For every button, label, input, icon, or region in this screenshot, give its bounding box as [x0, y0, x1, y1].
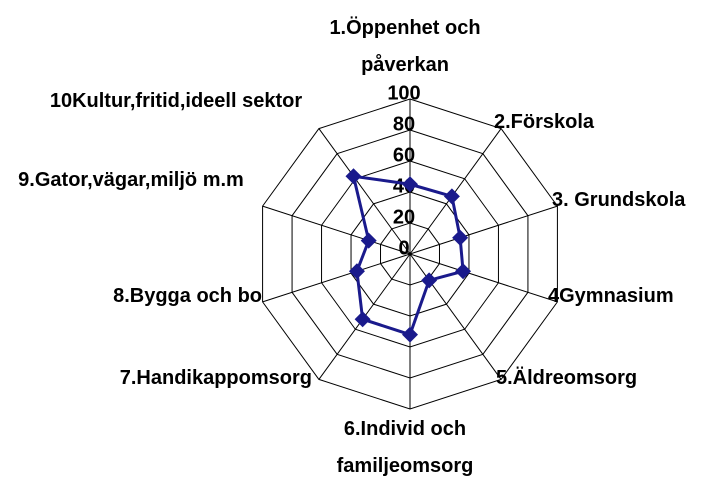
- marker: [360, 232, 377, 249]
- category-label: 10Kultur,fritid,ideell sektor: [49, 90, 303, 112]
- r-tick-label: 100: [387, 82, 420, 104]
- marker: [402, 326, 418, 343]
- spoke: [262, 253, 411, 303]
- category-label: 2.Förskola: [494, 111, 595, 133]
- r-tick-label: 80: [393, 113, 415, 135]
- marker: [402, 176, 418, 193]
- spoke: [409, 205, 558, 255]
- category-label: 3. Grundskola: [552, 189, 686, 211]
- marker: [345, 168, 362, 185]
- category-label: 5.Äldreomsorg: [496, 367, 638, 389]
- marker: [443, 188, 460, 205]
- spoke: [318, 128, 411, 255]
- category-label: 6.Individ och familjeomsorg: [336, 418, 474, 477]
- marker: [354, 311, 371, 328]
- marker: [452, 229, 469, 246]
- marker: [455, 263, 472, 280]
- category-label: 4Gymnasium: [548, 285, 674, 307]
- marker: [421, 272, 438, 289]
- r-tick-label: 0: [398, 237, 409, 259]
- spoke: [409, 128, 502, 255]
- marker: [348, 263, 365, 280]
- category-label: 7.Handikappomsorg: [119, 367, 312, 389]
- spoke: [409, 253, 558, 303]
- r-tick-label: 60: [393, 144, 415, 166]
- spoke: [262, 205, 411, 255]
- category-label: 8.Bygga och bo: [113, 285, 262, 307]
- spoke: [409, 253, 502, 380]
- category-label: 1.Öppenhet och påverkan: [329, 17, 481, 76]
- category-label: 9.Gator,vägar,miljö m.m: [18, 169, 244, 191]
- r-tick-label: 20: [393, 206, 415, 228]
